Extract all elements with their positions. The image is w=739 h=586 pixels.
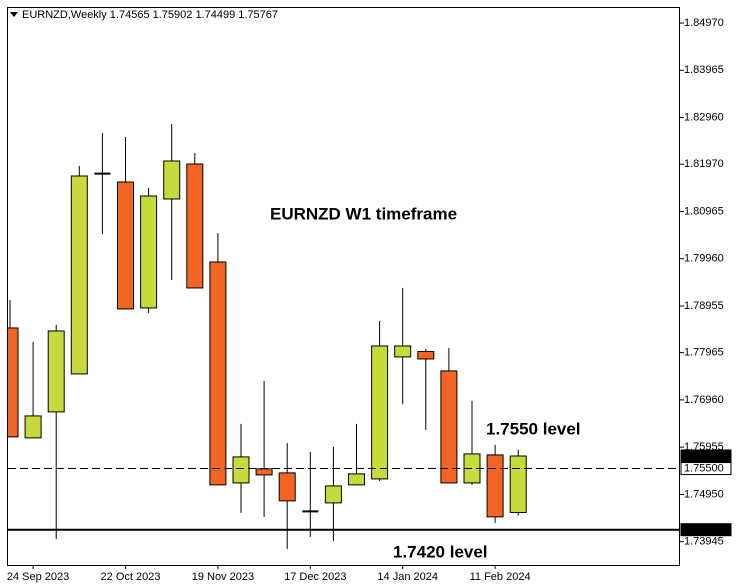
- annotation: 1.7550 level: [486, 419, 581, 438]
- y-tick-label: 1.79960: [684, 253, 724, 265]
- price-label: 1.75500: [684, 462, 724, 474]
- y-tick-label: 1.84970: [684, 17, 724, 29]
- x-tick-label: 17 Dec 2023: [284, 571, 346, 583]
- last-price-label: 1.75767: [684, 450, 724, 462]
- y-tick-label: 1.80965: [684, 205, 724, 217]
- candle-body: [394, 345, 412, 358]
- y-tick-label: 1.76960: [684, 394, 724, 406]
- y-tick-label: 1.78955: [684, 300, 724, 312]
- candle-body: [24, 415, 42, 439]
- candle-body: [232, 456, 250, 484]
- price-label-box: [680, 462, 732, 476]
- chart-title: EURNZD,Weekly 1.74565 1.75902 1.74499 1.…: [22, 9, 278, 21]
- candle-body: [509, 455, 527, 514]
- candle-body: [440, 370, 458, 484]
- x-tick-label: 19 Nov 2023: [192, 571, 254, 583]
- y-tick-label: 1.83965: [684, 64, 724, 76]
- price-label-box: [680, 523, 732, 537]
- x-tick-label: 11 Feb 2024: [470, 571, 531, 583]
- candle-body: [278, 472, 296, 502]
- candle-body: [486, 454, 504, 518]
- y-tick-label: 1.74950: [684, 488, 724, 500]
- y-tick-label: 1.73945: [684, 536, 724, 548]
- annotation: 1.7420 level: [393, 542, 488, 561]
- candle-body: [371, 345, 389, 480]
- price-label: 1.74200: [684, 524, 724, 536]
- y-tick-label: 1.77965: [684, 347, 724, 359]
- candle-body: [140, 195, 158, 309]
- y-tick-label: 1.82960: [684, 112, 724, 124]
- x-tick-label: 22 Oct 2023: [101, 571, 161, 583]
- candle-body: [47, 330, 65, 413]
- candle-body: [348, 473, 365, 486]
- candle-body: [255, 468, 273, 476]
- candles: [8, 124, 527, 549]
- plot-frame: [7, 7, 680, 566]
- candle-body: [70, 175, 88, 375]
- candle-body: [186, 163, 204, 289]
- candle-body: [417, 350, 435, 360]
- annotation: EURNZD W1 timeframe: [270, 204, 457, 223]
- candle-body: [163, 160, 181, 200]
- y-tick-label: 1.81970: [684, 158, 724, 170]
- candle-body: [324, 485, 342, 504]
- candle-body: [209, 261, 227, 486]
- candle-body: [117, 181, 134, 310]
- price-label-box: [680, 449, 732, 463]
- dropdown-icon[interactable]: [10, 12, 18, 17]
- candle-body: [8, 327, 19, 438]
- x-tick-label: 14 Jan 2024: [377, 571, 438, 583]
- x-tick-label: 24 Sep 2023: [7, 571, 69, 583]
